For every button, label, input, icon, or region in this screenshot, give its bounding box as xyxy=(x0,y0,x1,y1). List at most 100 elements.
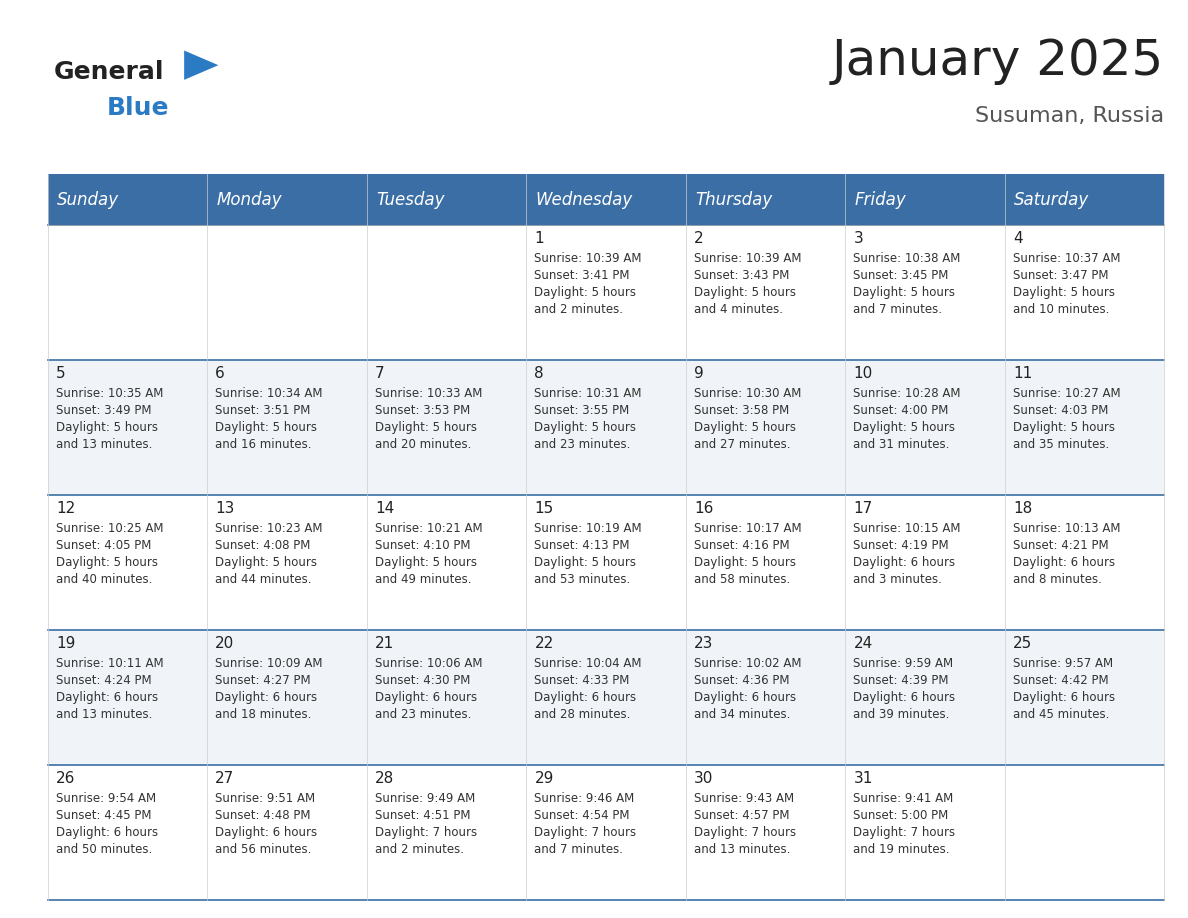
Text: 15: 15 xyxy=(535,501,554,516)
Text: Sunrise: 10:38 AM
Sunset: 3:45 PM
Daylight: 5 hours
and 7 minutes.: Sunrise: 10:38 AM Sunset: 3:45 PM Daylig… xyxy=(853,252,961,317)
Text: Sunrise: 9:43 AM
Sunset: 4:57 PM
Daylight: 7 hours
and 13 minutes.: Sunrise: 9:43 AM Sunset: 4:57 PM Dayligh… xyxy=(694,792,796,856)
Text: 10: 10 xyxy=(853,366,873,381)
Text: Sunrise: 9:54 AM
Sunset: 4:45 PM
Daylight: 6 hours
and 50 minutes.: Sunrise: 9:54 AM Sunset: 4:45 PM Dayligh… xyxy=(56,792,158,856)
Text: Friday: Friday xyxy=(854,191,906,208)
Bar xyxy=(367,225,526,360)
Bar xyxy=(1005,765,1164,900)
Text: 26: 26 xyxy=(56,771,75,786)
Text: 12: 12 xyxy=(56,501,75,516)
Text: Sunrise: 10:39 AM
Sunset: 3:41 PM
Daylight: 5 hours
and 2 minutes.: Sunrise: 10:39 AM Sunset: 3:41 PM Daylig… xyxy=(535,252,642,317)
Text: 13: 13 xyxy=(215,501,235,516)
Text: Sunrise: 10:34 AM
Sunset: 3:51 PM
Daylight: 5 hours
and 16 minutes.: Sunrise: 10:34 AM Sunset: 3:51 PM Daylig… xyxy=(215,387,323,452)
Text: 28: 28 xyxy=(375,771,394,786)
Text: January 2025: January 2025 xyxy=(832,37,1164,84)
Text: Sunrise: 10:39 AM
Sunset: 3:43 PM
Daylight: 5 hours
and 4 minutes.: Sunrise: 10:39 AM Sunset: 3:43 PM Daylig… xyxy=(694,252,802,317)
Text: Sunrise: 10:27 AM
Sunset: 4:03 PM
Daylight: 5 hours
and 35 minutes.: Sunrise: 10:27 AM Sunset: 4:03 PM Daylig… xyxy=(1013,387,1120,452)
Text: 19: 19 xyxy=(56,636,75,651)
Bar xyxy=(526,495,685,630)
Text: 18: 18 xyxy=(1013,501,1032,516)
Text: Sunrise: 10:25 AM
Sunset: 4:05 PM
Daylight: 5 hours
and 40 minutes.: Sunrise: 10:25 AM Sunset: 4:05 PM Daylig… xyxy=(56,522,163,587)
Text: Sunrise: 9:49 AM
Sunset: 4:51 PM
Daylight: 7 hours
and 2 minutes.: Sunrise: 9:49 AM Sunset: 4:51 PM Dayligh… xyxy=(375,792,478,856)
Bar xyxy=(207,765,367,900)
Bar xyxy=(1005,174,1164,225)
Bar xyxy=(48,225,207,360)
Text: Saturday: Saturday xyxy=(1015,191,1089,208)
Text: Sunrise: 10:19 AM
Sunset: 4:13 PM
Daylight: 5 hours
and 53 minutes.: Sunrise: 10:19 AM Sunset: 4:13 PM Daylig… xyxy=(535,522,642,587)
Text: Sunrise: 9:41 AM
Sunset: 5:00 PM
Daylight: 7 hours
and 19 minutes.: Sunrise: 9:41 AM Sunset: 5:00 PM Dayligh… xyxy=(853,792,955,856)
Text: Sunrise: 10:15 AM
Sunset: 4:19 PM
Daylight: 6 hours
and 3 minutes.: Sunrise: 10:15 AM Sunset: 4:19 PM Daylig… xyxy=(853,522,961,587)
Text: 30: 30 xyxy=(694,771,713,786)
Text: Sunday: Sunday xyxy=(57,191,119,208)
Text: Sunrise: 10:17 AM
Sunset: 4:16 PM
Daylight: 5 hours
and 58 minutes.: Sunrise: 10:17 AM Sunset: 4:16 PM Daylig… xyxy=(694,522,802,587)
Text: 16: 16 xyxy=(694,501,713,516)
Text: Sunrise: 9:51 AM
Sunset: 4:48 PM
Daylight: 6 hours
and 56 minutes.: Sunrise: 9:51 AM Sunset: 4:48 PM Dayligh… xyxy=(215,792,317,856)
Bar xyxy=(207,225,367,360)
Text: Wednesday: Wednesday xyxy=(536,191,633,208)
Bar xyxy=(685,360,845,495)
Text: 29: 29 xyxy=(535,771,554,786)
Text: 23: 23 xyxy=(694,636,713,651)
Bar xyxy=(685,225,845,360)
Text: 25: 25 xyxy=(1013,636,1032,651)
Text: Sunrise: 10:04 AM
Sunset: 4:33 PM
Daylight: 6 hours
and 28 minutes.: Sunrise: 10:04 AM Sunset: 4:33 PM Daylig… xyxy=(535,657,642,722)
Text: Sunrise: 10:06 AM
Sunset: 4:30 PM
Daylight: 6 hours
and 23 minutes.: Sunrise: 10:06 AM Sunset: 4:30 PM Daylig… xyxy=(375,657,482,722)
Text: Sunrise: 10:33 AM
Sunset: 3:53 PM
Daylight: 5 hours
and 20 minutes.: Sunrise: 10:33 AM Sunset: 3:53 PM Daylig… xyxy=(375,387,482,452)
Text: 11: 11 xyxy=(1013,366,1032,381)
Text: Sunrise: 10:30 AM
Sunset: 3:58 PM
Daylight: 5 hours
and 27 minutes.: Sunrise: 10:30 AM Sunset: 3:58 PM Daylig… xyxy=(694,387,802,452)
Bar xyxy=(685,765,845,900)
Text: Sunrise: 9:57 AM
Sunset: 4:42 PM
Daylight: 6 hours
and 45 minutes.: Sunrise: 9:57 AM Sunset: 4:42 PM Dayligh… xyxy=(1013,657,1116,722)
Text: Sunrise: 10:02 AM
Sunset: 4:36 PM
Daylight: 6 hours
and 34 minutes.: Sunrise: 10:02 AM Sunset: 4:36 PM Daylig… xyxy=(694,657,802,722)
Bar xyxy=(1005,495,1164,630)
Text: 14: 14 xyxy=(375,501,394,516)
Text: Sunrise: 10:13 AM
Sunset: 4:21 PM
Daylight: 6 hours
and 8 minutes.: Sunrise: 10:13 AM Sunset: 4:21 PM Daylig… xyxy=(1013,522,1120,587)
Polygon shape xyxy=(184,50,219,80)
Text: Sunrise: 10:21 AM
Sunset: 4:10 PM
Daylight: 5 hours
and 49 minutes.: Sunrise: 10:21 AM Sunset: 4:10 PM Daylig… xyxy=(375,522,482,587)
Text: Sunrise: 10:28 AM
Sunset: 4:00 PM
Daylight: 5 hours
and 31 minutes.: Sunrise: 10:28 AM Sunset: 4:00 PM Daylig… xyxy=(853,387,961,452)
Bar xyxy=(526,225,685,360)
Text: Blue: Blue xyxy=(107,96,170,120)
Text: Sunrise: 10:35 AM
Sunset: 3:49 PM
Daylight: 5 hours
and 13 minutes.: Sunrise: 10:35 AM Sunset: 3:49 PM Daylig… xyxy=(56,387,163,452)
Text: 4: 4 xyxy=(1013,231,1023,246)
Bar xyxy=(845,225,1005,360)
Bar xyxy=(207,630,367,765)
Text: Sunrise: 9:46 AM
Sunset: 4:54 PM
Daylight: 7 hours
and 7 minutes.: Sunrise: 9:46 AM Sunset: 4:54 PM Dayligh… xyxy=(535,792,637,856)
Bar xyxy=(526,630,685,765)
Bar xyxy=(526,765,685,900)
Text: Tuesday: Tuesday xyxy=(377,191,444,208)
Text: 17: 17 xyxy=(853,501,873,516)
Bar xyxy=(207,360,367,495)
Text: Sunrise: 10:37 AM
Sunset: 3:47 PM
Daylight: 5 hours
and 10 minutes.: Sunrise: 10:37 AM Sunset: 3:47 PM Daylig… xyxy=(1013,252,1120,317)
Text: 27: 27 xyxy=(215,771,234,786)
Text: Sunrise: 10:23 AM
Sunset: 4:08 PM
Daylight: 5 hours
and 44 minutes.: Sunrise: 10:23 AM Sunset: 4:08 PM Daylig… xyxy=(215,522,323,587)
Text: Monday: Monday xyxy=(216,191,283,208)
Text: 1: 1 xyxy=(535,231,544,246)
Text: Sunrise: 9:59 AM
Sunset: 4:39 PM
Daylight: 6 hours
and 39 minutes.: Sunrise: 9:59 AM Sunset: 4:39 PM Dayligh… xyxy=(853,657,955,722)
Text: Sunrise: 10:09 AM
Sunset: 4:27 PM
Daylight: 6 hours
and 18 minutes.: Sunrise: 10:09 AM Sunset: 4:27 PM Daylig… xyxy=(215,657,323,722)
Text: Sunrise: 10:31 AM
Sunset: 3:55 PM
Daylight: 5 hours
and 23 minutes.: Sunrise: 10:31 AM Sunset: 3:55 PM Daylig… xyxy=(535,387,642,452)
Text: 8: 8 xyxy=(535,366,544,381)
Bar xyxy=(845,174,1005,225)
Bar xyxy=(48,360,207,495)
Bar xyxy=(526,174,685,225)
Bar xyxy=(845,765,1005,900)
Bar xyxy=(367,174,526,225)
Text: Susuman, Russia: Susuman, Russia xyxy=(975,106,1164,126)
Bar xyxy=(48,630,207,765)
Bar xyxy=(526,360,685,495)
Bar xyxy=(1005,360,1164,495)
Bar xyxy=(367,360,526,495)
Text: Sunrise: 10:11 AM
Sunset: 4:24 PM
Daylight: 6 hours
and 13 minutes.: Sunrise: 10:11 AM Sunset: 4:24 PM Daylig… xyxy=(56,657,164,722)
Bar xyxy=(48,495,207,630)
Text: 3: 3 xyxy=(853,231,864,246)
Bar xyxy=(207,174,367,225)
Text: General: General xyxy=(53,60,164,84)
Bar xyxy=(48,174,207,225)
Bar xyxy=(367,765,526,900)
Text: 22: 22 xyxy=(535,636,554,651)
Bar xyxy=(685,630,845,765)
Bar xyxy=(48,765,207,900)
Text: 7: 7 xyxy=(375,366,385,381)
Text: 20: 20 xyxy=(215,636,234,651)
Text: 5: 5 xyxy=(56,366,65,381)
Bar xyxy=(685,495,845,630)
